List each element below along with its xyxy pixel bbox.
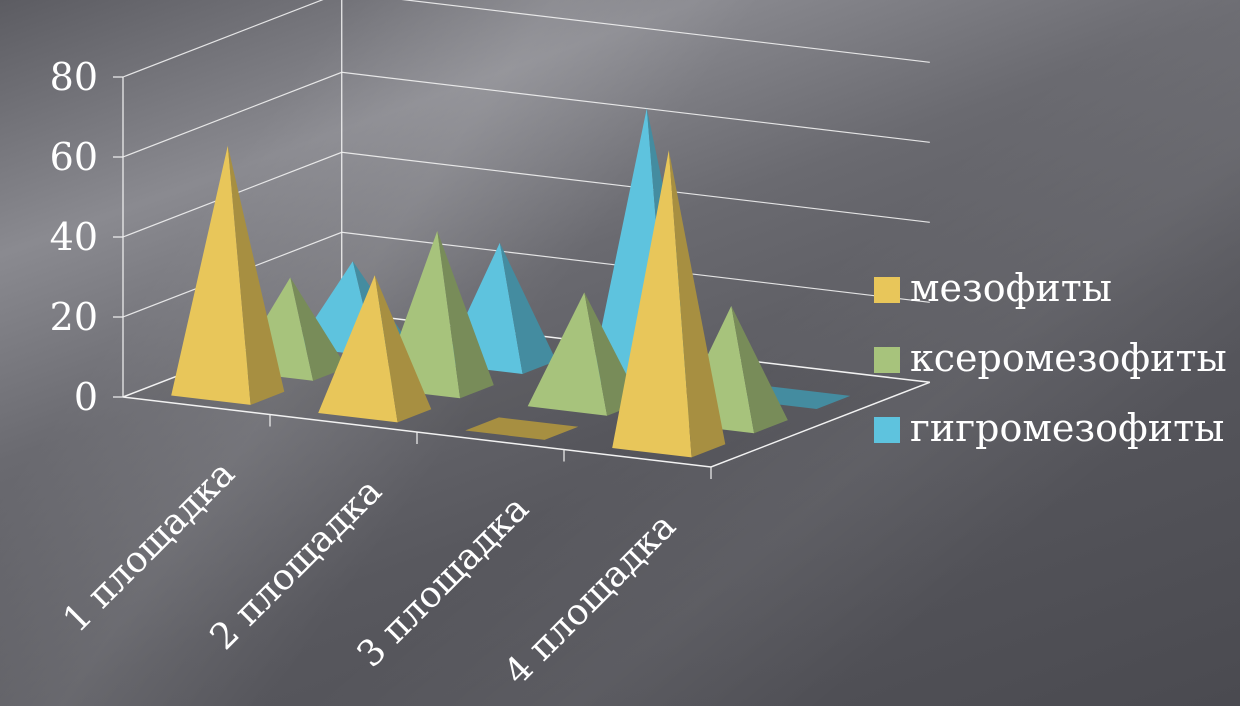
legend-item: гигромезофиты: [874, 406, 1224, 450]
pyramid-base: [465, 417, 579, 440]
pyramid-marks: [171, 108, 851, 458]
category-label: 2 площадка: [203, 471, 390, 658]
pyramid-side-face: [437, 230, 494, 399]
pyramid-front-face: [527, 292, 608, 416]
y-tick-label: 60: [50, 135, 98, 179]
y-tick-label: 20: [50, 295, 98, 339]
pyramid-mark: [171, 145, 285, 405]
legend-label: ксеромезофиты: [910, 336, 1227, 380]
pyramid-mark: [318, 275, 432, 423]
pyramid-front-face: [612, 150, 692, 458]
legend-label: мезофиты: [910, 266, 1112, 310]
pyramid-front-face: [171, 145, 251, 405]
gridline: [122, 71, 930, 158]
legend-swatch: [874, 417, 900, 443]
pyramid-mark: [465, 417, 579, 440]
pyramid-mark: [612, 150, 726, 458]
legend-label: гигромезофиты: [910, 406, 1224, 450]
pyramid-side-face: [731, 305, 788, 434]
pyramid-side-face: [499, 242, 557, 374]
pyramid-side-face: [227, 145, 285, 405]
pyramid-side-face: [374, 275, 432, 423]
legend-item: ксеромезофиты: [874, 336, 1227, 380]
category-label: 4 площадка: [497, 506, 684, 693]
pyramid-side-face: [290, 277, 347, 381]
category-label: 3 площадка: [350, 488, 537, 675]
legend-swatch: [874, 347, 900, 373]
y-tick-label: 80: [50, 55, 98, 99]
legend-swatch: [874, 277, 900, 303]
legend: мезофиты ксеромезофиты гигромезофиты: [874, 266, 1227, 450]
y-tick-label: 0: [74, 375, 98, 419]
gridline: [122, 0, 930, 78]
y-tick-label: 40: [50, 215, 98, 259]
legend-item: мезофиты: [874, 266, 1112, 310]
category-label: 1 площадка: [56, 453, 243, 640]
pyramid-side-face: [668, 150, 726, 458]
pyramid-front-face: [318, 275, 398, 423]
